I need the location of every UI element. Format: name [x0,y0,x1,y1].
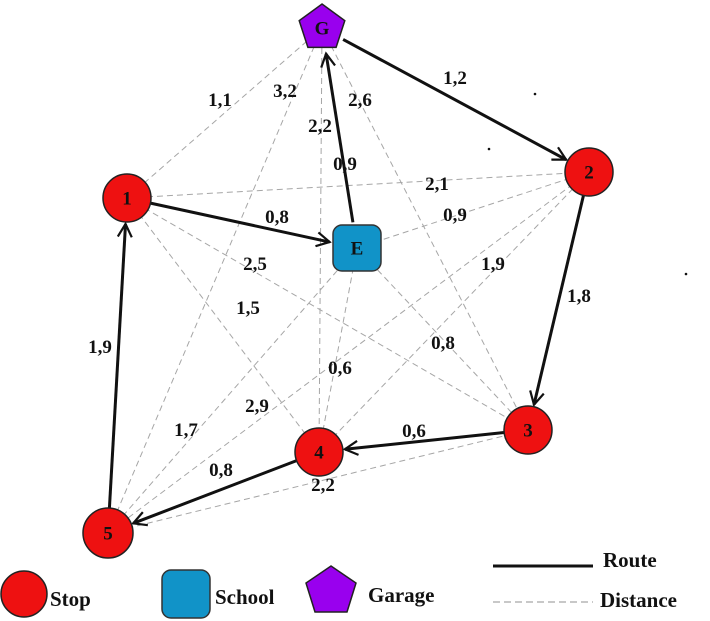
route-label-5-1: 1,9 [88,337,112,358]
distance-edge-G-3 [321,27,529,431]
distance-label-G-3: 2,6 [348,90,372,111]
legend-stop-label: Stop [50,587,91,611]
node-label-3: 3 [523,421,533,442]
stop-shape-3 [503,405,553,455]
node-label-5: 5 [103,524,113,545]
distance-label-5-3: 2,2 [311,475,335,496]
distance-label-G-4: 3,2 [273,81,297,102]
distance-label-2-E: 0,9 [443,205,467,226]
distance-edges [107,27,590,534]
distance-edge-5-3 [107,429,529,534]
route-edge-G-2 [342,38,566,161]
edge-labels: 1,1 3,2 2,2 2,6 2,1 0,9 1,9 2,5 1,5 0,8 0,6 2,9 1,7 2… [88,68,591,496]
distance-edge-E-3 [356,247,529,431]
node-label-2: 2 [584,163,594,184]
node-label-4: 4 [314,443,324,464]
node-label-G: G [315,19,330,40]
distance-label-G-5: 2,2 [308,116,332,137]
route-edge-5-1 [107,224,125,509]
distance-edge-4-2 [318,171,590,453]
legend-route-label: Route [603,548,657,572]
stop-shape-4 [294,427,344,477]
route-edge-4-5 [133,459,298,524]
route-edge-2-3 [534,195,585,404]
route-label-1-E: 0,8 [265,207,289,228]
legend-stop-symbol [0,570,48,618]
distance-label-1-3: 2,5 [243,254,267,275]
route-edges [107,38,585,524]
distance-edge-1-2 [126,171,590,199]
node-stop-4: 4 [294,427,344,477]
distance-label-G-1: 1,1 [208,90,232,111]
route-edge-E-G [326,54,355,223]
legend-school-label: School [215,585,275,609]
route-edge-3-4 [345,431,505,450]
stop-shape-1 [102,173,152,223]
school-shape-E [332,224,382,272]
distance-label-1-2: 2,1 [425,174,449,195]
garage-shape-G [298,3,346,49]
legend-garage-label: Garage [368,583,434,607]
distance-label-E-5: 2,9 [245,396,269,417]
node-stop-3: 3 [503,405,553,455]
route-label-G-2: 1,2 [443,68,467,89]
node-stop-1: 1 [102,173,152,223]
stray-dots [487,92,688,276]
route-edge-1-E [150,201,329,242]
distance-edge-G-1 [126,27,323,199]
route-label-3-4: 0,6 [402,421,426,442]
distance-edge-G-5 [107,27,323,534]
distance-edge-1-3 [126,197,529,431]
route-label-4-5: 0,8 [209,460,233,481]
distance-edge-2-5 [107,171,590,534]
node-school-E: E [332,224,382,272]
distance-label-4-2: 1,7 [174,420,198,441]
legend: Stop School Garage Route Distance [0,548,677,619]
legend-distance-label: Distance [600,588,677,612]
distance-label-E-3: 0,8 [431,333,455,354]
node-garage-G: G [298,3,346,49]
node-label-1: 1 [122,189,132,210]
distance-label-2-5: 1,9 [481,254,505,275]
stop-shape-2 [564,147,614,197]
node-label-E: E [351,239,364,260]
node-stop-5: 5 [82,507,134,559]
stop-shape-5 [82,507,134,559]
distance-edge-1-4 [126,197,320,453]
node-stop-2: 2 [564,147,614,197]
distance-edge-2-E [356,171,590,249]
distance-edge-E-4 [318,247,358,453]
legend-garage-symbol [305,565,357,613]
distance-label-E-4: 0,6 [328,358,352,379]
route-label-E-G: 0,9 [333,154,357,175]
distance-edge-E-5 [107,247,358,534]
nodes: G 1 2 E 3 4 5 [82,3,614,559]
distance-label-1-4: 1,5 [236,298,260,319]
legend-school-symbol [161,569,211,619]
route-label-2-3: 1,8 [567,286,591,307]
